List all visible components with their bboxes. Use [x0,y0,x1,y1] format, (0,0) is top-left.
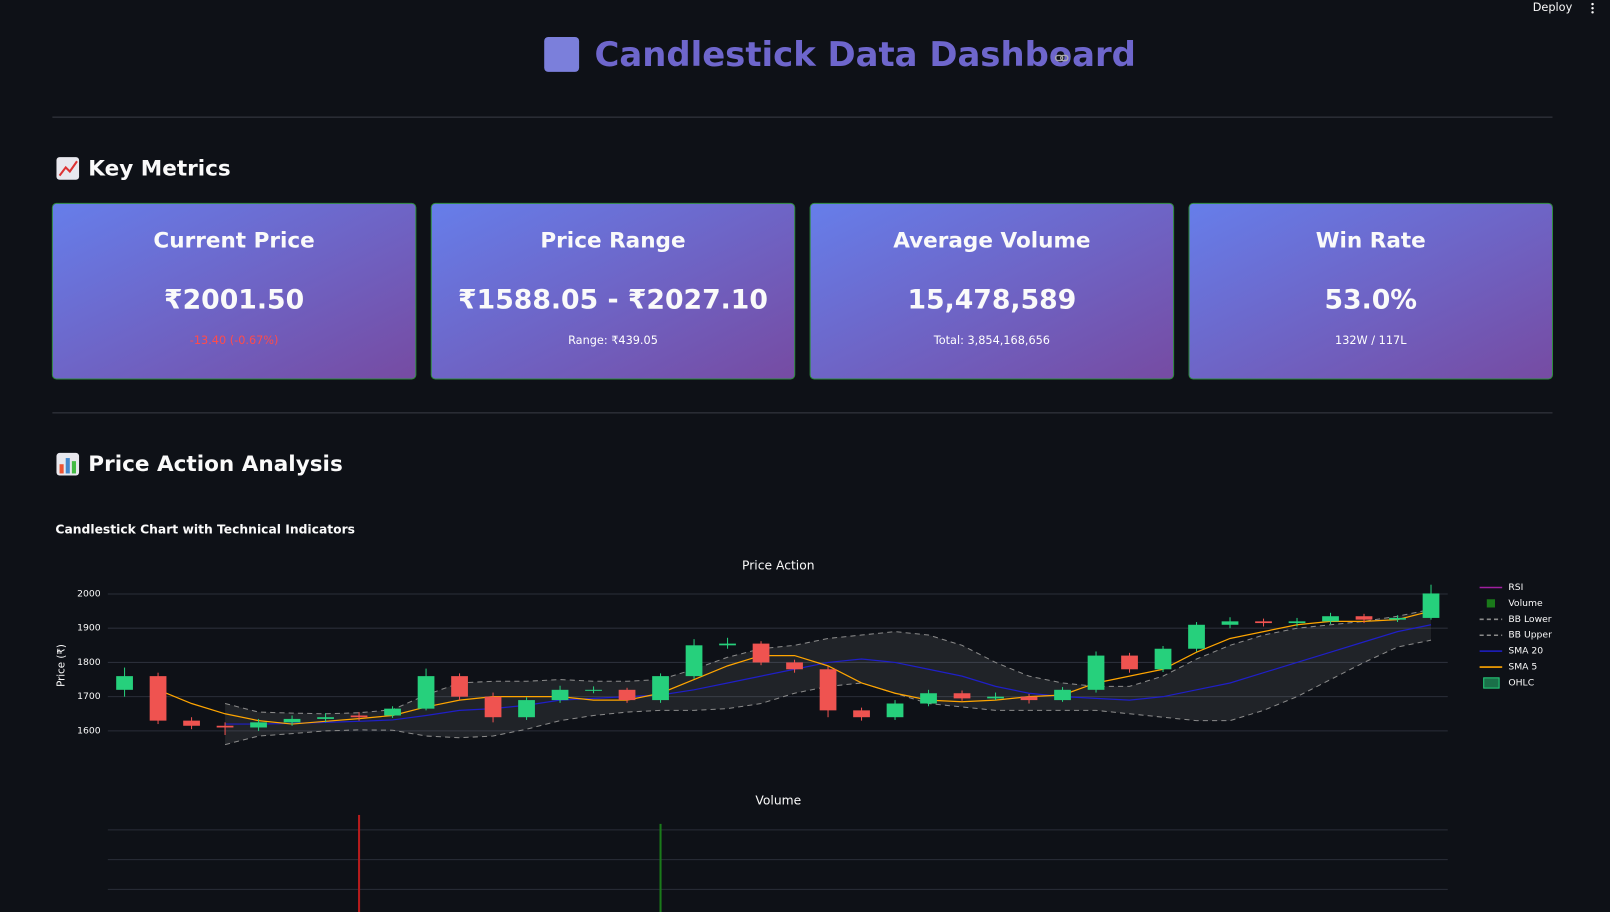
legend-label: BB Lower [1508,614,1551,625]
y-tick-label: 1600 [77,725,101,736]
legend-label: SMA 20 [1508,646,1543,657]
candle-body [953,693,971,699]
legend-label: SMA 5 [1508,662,1537,673]
candle-body [1154,648,1172,670]
legend-label: BB Upper [1508,630,1552,641]
candle-body [350,715,368,718]
candle-body [1020,696,1038,701]
candle-body [618,689,636,701]
metric-label: Price Range [540,228,685,253]
candle-body [987,696,1004,699]
y-tick-label: 2000 [77,588,101,599]
candle-body [1121,655,1138,670]
indicator-line [157,610,1432,725]
metrics-icon [56,157,80,180]
title-icon [544,36,580,72]
candle-body [685,645,703,677]
indicator-line [225,624,1432,725]
candle-body [1255,621,1272,624]
chart-title: Volume [755,794,801,808]
deploy-button[interactable]: Deploy [1533,1,1573,14]
candle-body [1322,616,1339,622]
candle-body [317,717,334,719]
metric-card [809,202,1175,380]
candle-body [853,710,870,718]
y-tick-label: 1800 [77,657,101,668]
menu-icon[interactable] [1591,2,1594,14]
y-axis-label: Price (₹) [56,644,68,687]
legend-symbol [1483,677,1500,689]
metric-label: Average Volume [893,228,1090,253]
section-heading: Key Metrics [88,156,230,181]
metric-sub: 132W / 117L [1335,334,1407,347]
analysis-icon [56,452,80,476]
link-icon[interactable] [1054,54,1069,62]
legend-label: Volume [1508,598,1543,609]
candle-body [250,722,267,728]
candle-body [1288,621,1306,624]
candle-body [652,676,669,701]
metric-card [430,202,796,380]
y-tick-label: 1700 [77,691,101,702]
candle-body [518,700,535,718]
metric-sub: Total: 3,854,168,656 [933,334,1050,347]
candle-body [719,643,736,646]
metric-card [1188,202,1554,380]
candle-body [819,669,837,711]
legend-symbol [1486,599,1495,608]
metric-value: 15,478,589 [907,284,1076,315]
candle-body [585,689,602,691]
candle-body [451,676,468,697]
legend-label: OHLC [1508,677,1534,688]
candle-body [216,725,234,728]
metric-label: Win Rate [1316,228,1426,253]
candle-body [116,676,133,690]
candle-body [417,676,435,709]
candle-body [1355,616,1373,620]
volume-bar [358,814,361,912]
metric-sub: Range: ₹439.05 [568,334,658,347]
chart-heading: Candlestick Chart with Technical Indicat… [55,522,355,536]
metric-value: 53.0% [1324,284,1417,315]
candle-body [149,676,167,721]
candle-body [551,689,569,701]
candle-body [1188,624,1205,649]
candle-body [1221,621,1239,625]
candle-body [1087,655,1105,690]
page-title: Candlestick Data Dashboard [595,35,1136,74]
candle-body [384,708,401,716]
candle-body [752,643,770,663]
metric-label: Current Price [153,228,314,253]
metric-value: ₹2001.50 [164,284,304,315]
candle-body [183,720,200,726]
candle-body [886,703,904,718]
candle-body [920,693,937,704]
candle-body [1054,689,1071,701]
candle-body [1389,617,1406,620]
candle-body [484,696,502,718]
candle-body [786,662,803,670]
metric-value: ₹1588.05 - ₹2027.10 [458,284,768,315]
volume-bar [659,823,662,912]
metric-card [51,202,417,380]
candle-body [283,718,301,723]
y-tick-label: 1900 [77,623,101,634]
section-heading: Price Action Analysis [88,452,342,477]
legend-label: RSI [1508,582,1523,593]
chart-title: Price Action [742,558,815,572]
metric-sub: -13.40 (-0.67%) [190,334,279,347]
candle-body [1422,593,1440,618]
